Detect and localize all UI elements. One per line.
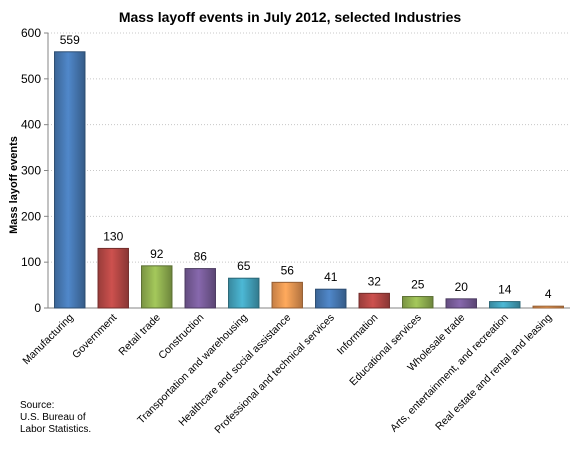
axes: 0 100 200 300 400 500 600 [21, 26, 570, 315]
bar [184, 268, 216, 309]
data-label: 20 [455, 280, 469, 294]
y-axis-label: Mass layoff events [8, 136, 20, 234]
bar [228, 277, 260, 309]
data-label: 4 [545, 287, 552, 301]
category-label: Government [70, 312, 119, 361]
source-line: Labor Statistics. [20, 424, 92, 435]
bar [358, 292, 390, 309]
data-label: 65 [237, 259, 251, 273]
data-label: 56 [281, 263, 295, 277]
y-tick-label: 600 [21, 26, 41, 40]
bar [141, 265, 173, 309]
data-label: 32 [368, 274, 382, 288]
source-line: Source: [20, 400, 55, 411]
y-tick-label: 100 [21, 255, 41, 269]
bar [97, 247, 129, 309]
bar [532, 305, 564, 309]
bar [445, 298, 477, 309]
y-tick-label: 0 [34, 301, 41, 315]
gridlines [48, 32, 570, 263]
data-label: 130 [103, 229, 123, 243]
y-tick-label: 400 [21, 118, 41, 132]
chart-title: Mass layoff events in July 2012, selecte… [119, 9, 462, 25]
bar [54, 51, 86, 309]
source-note: Source: U.S. Bureau of Labor Statistics. [20, 400, 91, 436]
data-label: 92 [150, 247, 164, 261]
bar [489, 301, 521, 309]
bar [315, 288, 347, 309]
category-label: Manufacturing [20, 312, 76, 368]
category-label: Retail trade [116, 312, 163, 359]
category-label: Educational services [347, 312, 424, 389]
data-labels: 559 130 92 86 65 56 41 32 25 20 14 4 [60, 33, 552, 301]
data-label: 86 [194, 250, 208, 264]
bar [271, 281, 303, 309]
source-line: U.S. Bureau of [20, 412, 86, 423]
category-label: Information [335, 312, 381, 358]
y-tick-label: 300 [21, 164, 41, 178]
data-label: 25 [411, 278, 425, 292]
bar [402, 296, 434, 309]
y-tick-label: 500 [21, 72, 41, 86]
y-tick-label: 200 [21, 209, 41, 223]
data-label: 41 [324, 270, 338, 284]
data-label: 14 [498, 283, 512, 297]
data-label: 559 [60, 33, 80, 47]
bars [54, 51, 564, 309]
